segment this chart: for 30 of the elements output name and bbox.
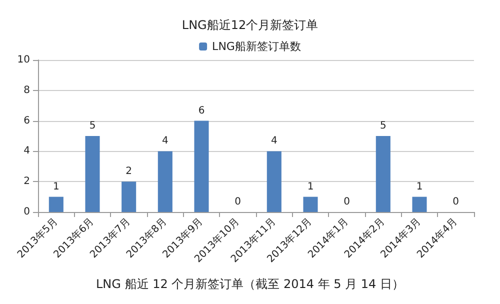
bar [48,196,64,212]
bar [122,182,136,212]
bar [266,151,282,212]
data-label: 5 [89,120,96,132]
chart-title: LNG船近12个月新签订单 [182,18,318,32]
data-label: 5 [380,120,386,132]
data-label: 6 [198,105,205,116]
y-tick-label: 8 [24,84,30,96]
bar [303,196,318,212]
bar [412,196,427,212]
data-label: 0 [234,196,242,208]
data-label: 4 [270,136,278,147]
legend-label: LNG船新签订单数 [212,40,301,53]
data-label: 1 [307,181,314,192]
data-label: 2 [126,166,132,178]
bar [194,120,209,212]
y-tick-label: 4 [24,146,30,157]
y-tick-label: 10 [17,54,30,66]
y-tick-label: 6 [24,115,30,126]
data-label: 4 [162,136,168,147]
y-tick-label: 2 [24,176,30,188]
data-label: 1 [52,181,60,192]
bar [376,136,390,212]
y-tick-label: 0 [24,206,30,218]
bar [158,151,172,212]
data-label: 0 [344,196,350,208]
data-label: 1 [416,181,423,192]
data-label: 0 [452,196,460,208]
bar [85,136,100,212]
text: LNG 船近 12 个月新签订单（截至 2014 年 5 月 14 日） [96,277,404,291]
